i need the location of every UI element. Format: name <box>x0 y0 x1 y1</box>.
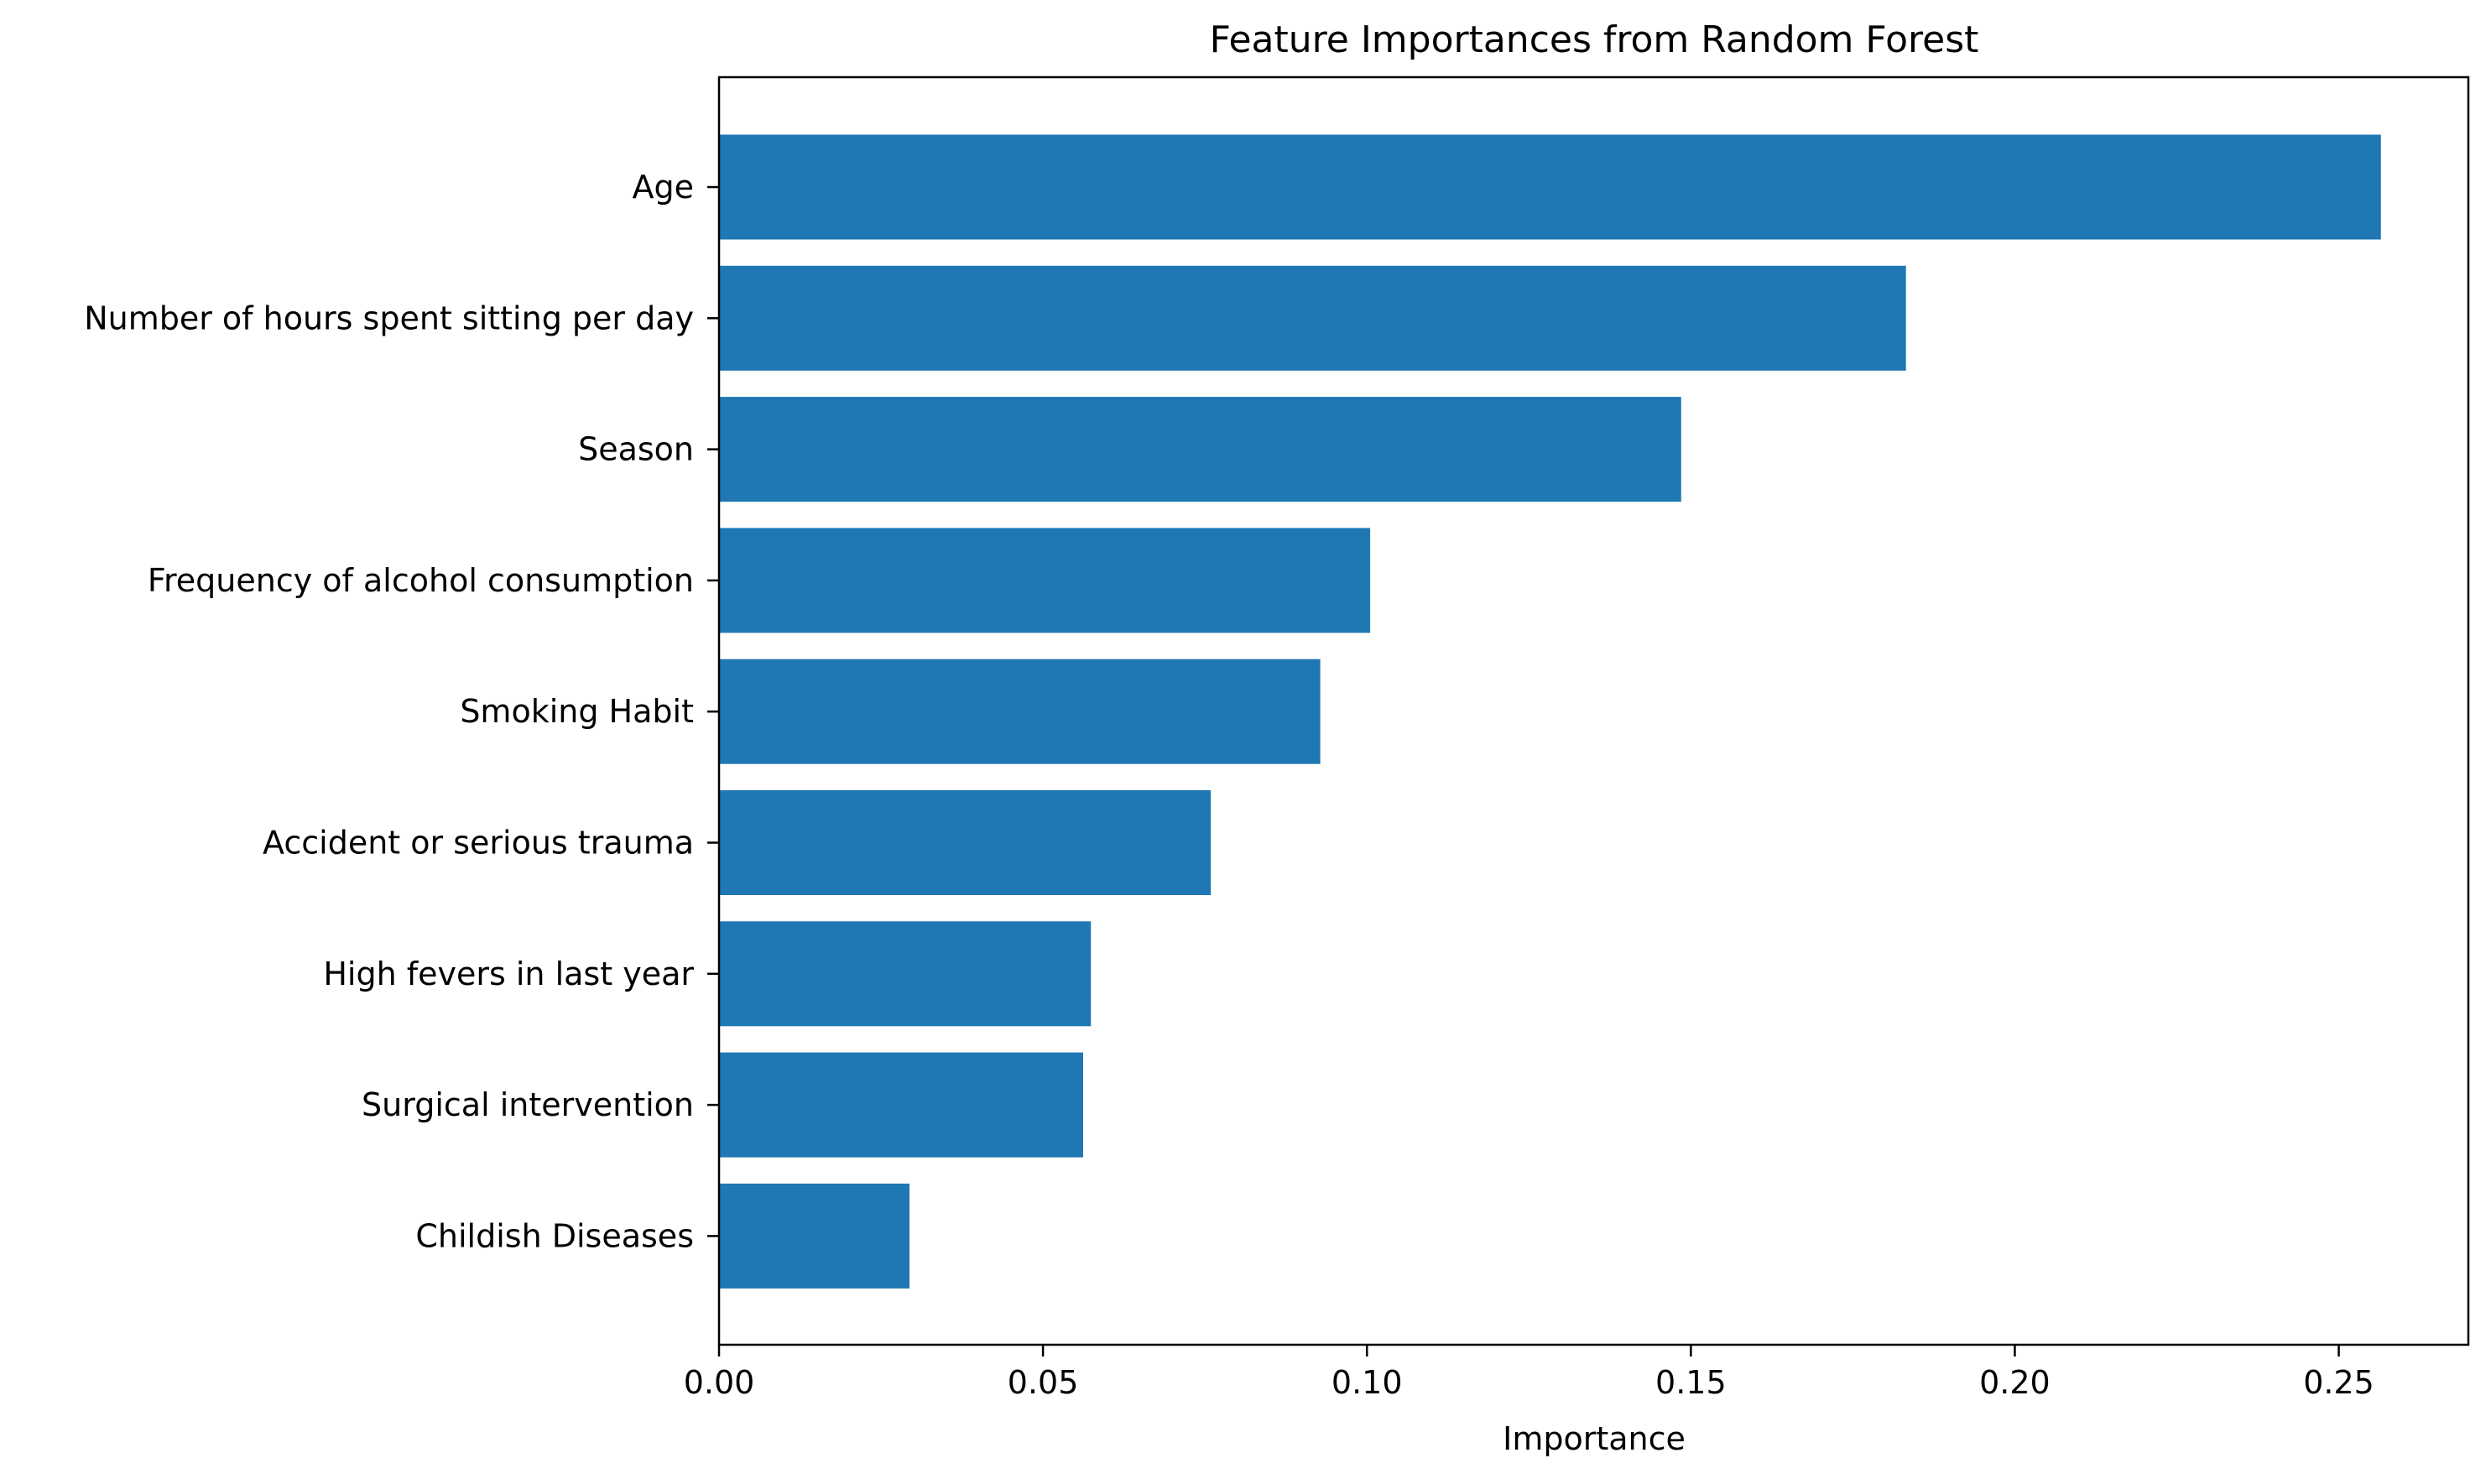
y-tick-label: Childish Diseases <box>415 1217 694 1254</box>
x-tick-label: 0.00 <box>684 1364 755 1401</box>
y-tick-label: Season <box>578 431 694 468</box>
y-tick-label: High fevers in last year <box>323 955 694 992</box>
bar-4 <box>719 659 1321 764</box>
bar-7 <box>719 1052 1083 1158</box>
bar-1 <box>719 265 1906 371</box>
x-tick-label: 0.20 <box>1979 1364 2051 1401</box>
x-tick-label: 0.10 <box>1331 1364 1403 1401</box>
x-tick-label: 0.25 <box>2303 1364 2374 1401</box>
bar-5 <box>719 790 1212 895</box>
bars-group <box>719 134 2381 1289</box>
bar-8 <box>719 1183 910 1289</box>
x-axis: 0.00 0.05 0.10 0.15 0.20 0.25 <box>684 1345 2374 1401</box>
bar-3 <box>719 528 1371 633</box>
y-tick-label: Frequency of alcohol consumption <box>148 562 694 599</box>
y-tick-label: Number of hours spent sitting per day <box>84 299 694 336</box>
x-tick-label: 0.15 <box>1655 1364 1727 1401</box>
bar-0 <box>719 134 2381 240</box>
bar-6 <box>719 921 1092 1027</box>
y-tick-label: Accident or serious trauma <box>263 825 694 862</box>
chart-title: Feature Importances from Random Forest <box>1210 18 1979 61</box>
x-tick-label: 0.05 <box>1008 1364 1079 1401</box>
bar-2 <box>719 397 1681 502</box>
y-tick-label: Age <box>633 169 695 206</box>
y-tick-label: Smoking Habit <box>460 693 694 730</box>
y-axis: Age Number of hours spent sitting per day… <box>84 169 719 1254</box>
x-axis-label: Importance <box>1503 1420 1686 1457</box>
y-tick-label: Surgical intervention <box>362 1086 694 1123</box>
plot-frame <box>717 76 2470 1346</box>
